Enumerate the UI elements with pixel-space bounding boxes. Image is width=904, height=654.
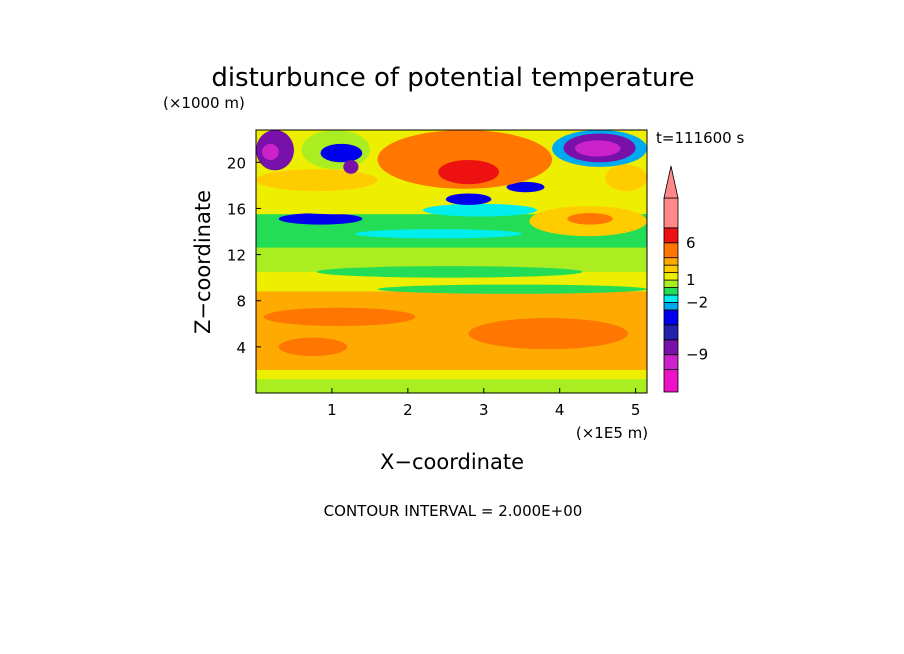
colorbar-band <box>663 309 679 326</box>
contour-region <box>256 169 378 192</box>
colorbar-band <box>663 302 679 311</box>
colorbar-band <box>663 369 679 393</box>
colorbar-band <box>663 242 679 259</box>
contour-region <box>278 337 348 357</box>
colorbar-label: −2 <box>686 293 708 311</box>
contour-region <box>278 213 363 225</box>
contour-region <box>468 318 629 350</box>
colorbar-band <box>663 324 679 341</box>
colorbar-extend-arrow <box>663 165 679 199</box>
y-tick-label: 4 <box>236 339 246 357</box>
colorbar-label: 1 <box>686 271 696 289</box>
colorbar-band <box>663 257 679 266</box>
contour-region <box>574 140 621 157</box>
colorbar-band <box>663 264 679 274</box>
contour-field <box>256 130 647 393</box>
y-tick-label: 20 <box>227 154 246 172</box>
contour-region <box>262 143 279 160</box>
colorbar: 6 1 −2 −9 <box>663 165 708 393</box>
contour-region <box>445 193 492 205</box>
colorbar-band <box>663 197 679 229</box>
plot-frame <box>255 129 648 394</box>
y-tick-label: 16 <box>227 200 246 218</box>
colorbar-band <box>663 287 679 296</box>
y-unit-label: (×1000 m) <box>163 94 245 112</box>
contour-region <box>316 266 583 278</box>
time-label: t=111600 s <box>656 129 744 147</box>
colorbar-label: 6 <box>686 234 696 252</box>
colorbar-band <box>663 227 679 244</box>
contour-region <box>377 130 553 189</box>
contour-region <box>605 164 647 192</box>
y-tick-label: 8 <box>236 293 246 311</box>
contour-region <box>256 379 647 393</box>
colorbar-band <box>663 272 679 281</box>
x-axis-ticks: 1 2 3 4 5 <box>327 388 640 419</box>
x-tick-label: 1 <box>327 401 337 419</box>
x-tick-label: 2 <box>403 401 413 419</box>
colorbar-label: −9 <box>686 346 708 364</box>
x-tick-label: 5 <box>631 401 641 419</box>
y-axis-ticks: 4 8 12 16 20 <box>227 154 261 357</box>
contour-region <box>263 307 416 327</box>
colorbar-band <box>663 339 679 356</box>
chart-title: disturbunce of potential temperature <box>211 63 694 93</box>
contour-region <box>320 143 363 163</box>
contour-region <box>377 284 647 294</box>
y-axis-label: Z−coordinate <box>191 190 215 334</box>
contour-region <box>354 229 522 239</box>
contour-region <box>438 159 499 185</box>
contour-region <box>506 181 545 193</box>
plot-area <box>256 130 647 393</box>
contour-region <box>256 187 424 215</box>
contour-region <box>343 159 359 174</box>
colorbar-band <box>663 294 679 303</box>
x-axis-label: X−coordinate <box>380 450 524 474</box>
x-tick-label: 4 <box>555 401 565 419</box>
x-unit-label: (×1E5 m) <box>576 424 648 442</box>
contour-interval-text: CONTOUR INTERVAL = 2.000E+00 <box>324 502 583 520</box>
colorbar-band <box>663 354 679 371</box>
x-tick-label: 3 <box>479 401 489 419</box>
y-tick-label: 12 <box>227 247 246 265</box>
contour-region <box>423 203 537 217</box>
contour-region <box>567 213 613 225</box>
colorbar-band <box>663 279 679 288</box>
